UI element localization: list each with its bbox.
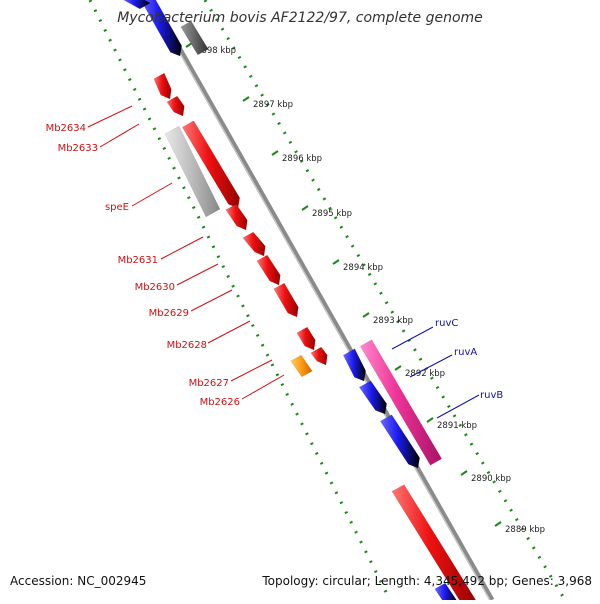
tick-label: 2892 kbp bbox=[405, 369, 445, 379]
leader-line bbox=[87, 105, 133, 128]
gene-label: speE bbox=[105, 202, 129, 213]
gene-feature[interactable] bbox=[434, 582, 458, 604]
gene-label: ruvA bbox=[454, 347, 477, 358]
tick-label: 2891 kbp bbox=[437, 421, 477, 431]
gene-feature[interactable] bbox=[391, 484, 477, 604]
left-gene-labels: Mb2634 Mb2633 speE Mb2631 Mb2630 Mb2629 … bbox=[46, 105, 285, 408]
tick-mark bbox=[394, 365, 402, 371]
gene-label: ruvC bbox=[435, 318, 458, 329]
tick-label: 2895 kbp bbox=[312, 209, 352, 219]
gene-feature[interactable] bbox=[290, 354, 313, 378]
right-gene-labels: ruvC ruvA ruvB bbox=[391, 318, 503, 419]
gene-feature[interactable] bbox=[359, 339, 443, 466]
gene-feature[interactable] bbox=[164, 125, 221, 218]
leader-line bbox=[207, 320, 251, 344]
leader-line bbox=[230, 359, 273, 382]
tick-label: 2894 kbp bbox=[343, 263, 383, 273]
right-dotted-track bbox=[203, 0, 567, 601]
gene-feature[interactable] bbox=[225, 203, 248, 231]
tick-mark bbox=[362, 312, 370, 318]
tick-label: 2896 kbp bbox=[282, 154, 322, 164]
tick-label: 2889 kbp bbox=[505, 525, 545, 535]
leader-line bbox=[436, 394, 480, 419]
tick-mark bbox=[494, 521, 502, 527]
leader-line bbox=[176, 263, 219, 286]
gene-label: Mb2630 bbox=[135, 282, 175, 293]
tick-label: 2890 kbp bbox=[471, 474, 511, 484]
gene-label: Mb2633 bbox=[58, 143, 98, 154]
gene-label: Mb2627 bbox=[189, 378, 229, 389]
tick-mark bbox=[242, 96, 250, 102]
backbone-highlight bbox=[149, 0, 491, 601]
accession-text: Accession: NC_002945 bbox=[10, 574, 147, 588]
gene-label: ruvB bbox=[480, 390, 503, 401]
gene-feature[interactable] bbox=[358, 380, 387, 415]
gene-feature[interactable] bbox=[296, 326, 316, 351]
gene-label: Mb2629 bbox=[149, 308, 189, 319]
tick-mark bbox=[332, 259, 340, 265]
gene-feature[interactable] bbox=[153, 72, 172, 100]
gene-feature[interactable] bbox=[242, 231, 266, 257]
gene-feature[interactable] bbox=[310, 346, 328, 366]
leader-line bbox=[409, 354, 453, 378]
backbone-line bbox=[149, 0, 495, 602]
gene-feature[interactable] bbox=[140, 0, 182, 57]
tick-label: 2897 kbp bbox=[253, 100, 293, 110]
gene-feature[interactable] bbox=[379, 414, 420, 469]
tick-mark bbox=[301, 205, 309, 211]
tick-label: 2893 kbp bbox=[373, 316, 413, 326]
leader-line bbox=[391, 326, 434, 350]
gene-feature[interactable] bbox=[166, 95, 185, 117]
gene-label: Mb2634 bbox=[46, 123, 86, 134]
leader-line bbox=[241, 374, 285, 400]
gene-label: Mb2626 bbox=[200, 397, 240, 408]
tick-mark bbox=[460, 470, 468, 476]
map-title: Mycobacterium bovis AF2122/97, complete … bbox=[117, 10, 483, 26]
leader-line bbox=[160, 236, 204, 260]
leader-line bbox=[131, 182, 173, 207]
gene-feature[interactable] bbox=[180, 20, 209, 56]
gene-feature[interactable] bbox=[256, 254, 281, 286]
leader-line bbox=[190, 289, 233, 312]
tick-mark bbox=[271, 150, 279, 156]
left-dotted-track bbox=[88, 0, 392, 601]
tick-mark bbox=[426, 417, 434, 423]
gene-label: Mb2631 bbox=[118, 255, 158, 266]
gene-feature[interactable] bbox=[342, 348, 366, 382]
leader-line bbox=[99, 123, 140, 148]
topology-text: Topology: circular; Length: 4,345,492 bp… bbox=[262, 574, 592, 588]
gene-feature[interactable] bbox=[273, 282, 299, 318]
gene-feature[interactable] bbox=[122, 0, 151, 10]
gene-label: Mb2628 bbox=[167, 340, 207, 351]
scale-ticks: 2898 kbp 2897 kbp 2896 kbp 2895 kbp 2894 kbp… bbox=[185, 42, 545, 535]
gene-features bbox=[122, 0, 477, 604]
tick-label: 2898 kbp bbox=[196, 46, 236, 56]
